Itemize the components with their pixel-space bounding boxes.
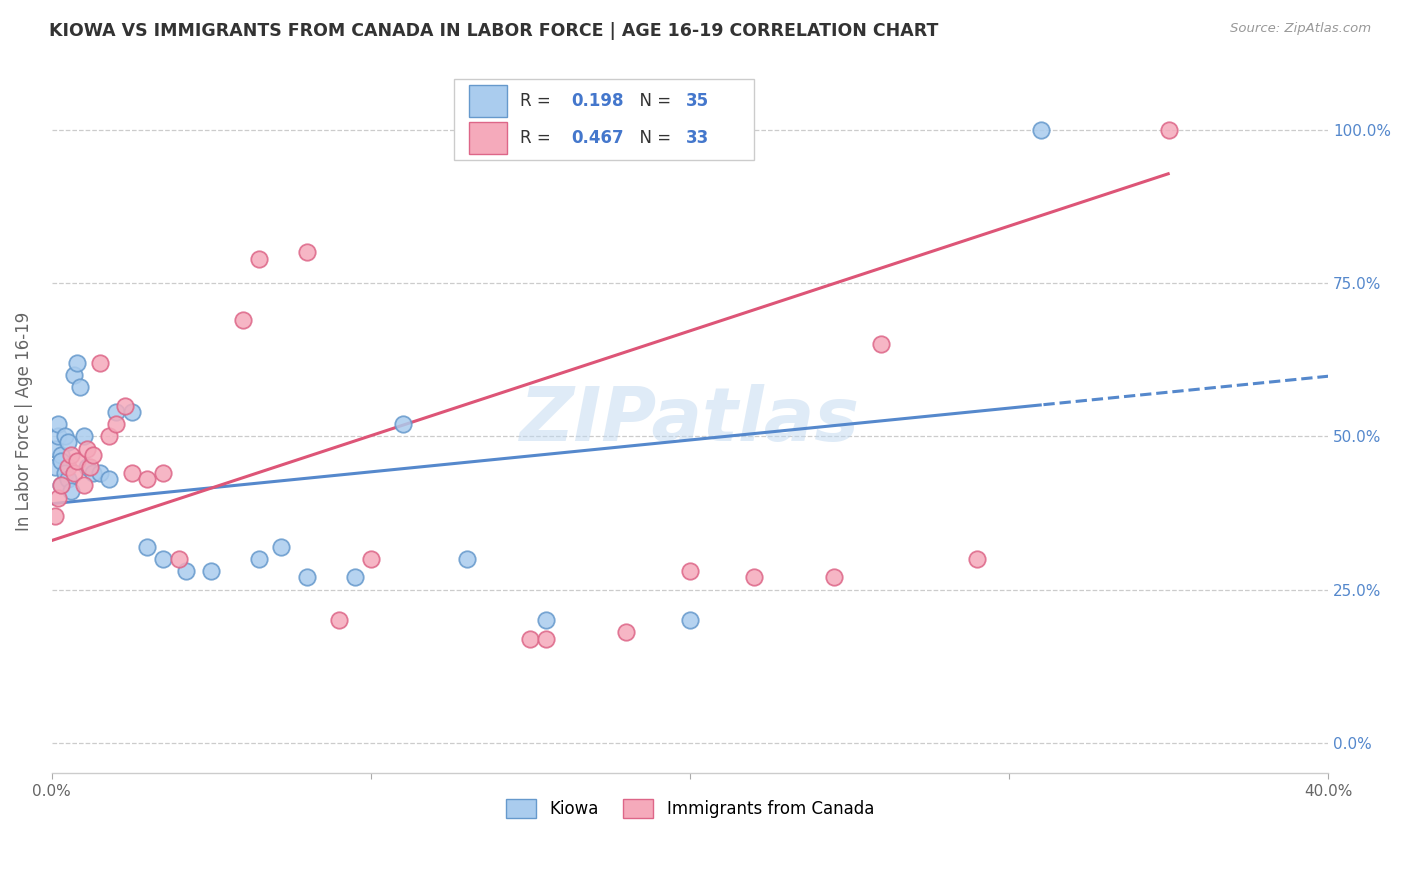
Text: 0.198: 0.198 <box>571 92 624 110</box>
Point <box>870 337 893 351</box>
Point <box>51 448 73 462</box>
Point <box>63 466 86 480</box>
Point <box>66 454 89 468</box>
Point <box>56 459 79 474</box>
Point <box>295 570 318 584</box>
Point <box>270 540 292 554</box>
Point <box>536 613 558 627</box>
Point <box>114 399 136 413</box>
Point <box>46 429 69 443</box>
Text: 33: 33 <box>686 129 710 147</box>
Point <box>679 564 702 578</box>
Point <box>82 466 104 480</box>
Point <box>76 442 98 456</box>
Point <box>73 429 96 443</box>
Point <box>1157 123 1180 137</box>
Point <box>104 417 127 431</box>
Point <box>823 570 845 584</box>
Point <box>136 540 159 554</box>
Point <box>79 459 101 474</box>
Point <box>73 478 96 492</box>
Point <box>200 564 222 578</box>
Point <box>82 448 104 462</box>
Point <box>59 448 82 462</box>
Legend: Kiowa, Immigrants from Canada: Kiowa, Immigrants from Canada <box>499 792 880 825</box>
Point <box>295 245 318 260</box>
Point <box>56 435 79 450</box>
Point <box>53 429 76 443</box>
Point <box>53 466 76 480</box>
Point <box>519 632 541 646</box>
Point <box>536 632 558 646</box>
Point <box>69 380 91 394</box>
Point <box>152 466 174 480</box>
Point <box>104 405 127 419</box>
Point <box>44 459 66 474</box>
Point <box>174 564 197 578</box>
Y-axis label: In Labor Force | Age 16-19: In Labor Force | Age 16-19 <box>15 311 32 531</box>
Text: 0.467: 0.467 <box>571 129 624 147</box>
Point <box>247 252 270 266</box>
Point <box>63 368 86 382</box>
Point <box>51 478 73 492</box>
Text: Source: ZipAtlas.com: Source: ZipAtlas.com <box>1230 22 1371 36</box>
Text: 35: 35 <box>686 92 709 110</box>
Point <box>56 472 79 486</box>
Text: KIOWA VS IMMIGRANTS FROM CANADA IN LABOR FORCE | AGE 16-19 CORRELATION CHART: KIOWA VS IMMIGRANTS FROM CANADA IN LABOR… <box>49 22 939 40</box>
Point <box>328 613 350 627</box>
Point <box>121 466 143 480</box>
Point <box>44 442 66 456</box>
Point <box>343 570 366 584</box>
Point <box>456 552 478 566</box>
Text: ZIPatlas: ZIPatlas <box>520 384 860 458</box>
Point <box>46 417 69 431</box>
Point <box>46 491 69 505</box>
Point <box>89 356 111 370</box>
Point <box>44 508 66 523</box>
Point <box>66 356 89 370</box>
Point <box>679 613 702 627</box>
Point <box>136 472 159 486</box>
Point <box>152 552 174 566</box>
FancyBboxPatch shape <box>470 85 508 117</box>
Point <box>742 570 765 584</box>
Point <box>1029 123 1052 137</box>
FancyBboxPatch shape <box>454 79 754 161</box>
FancyBboxPatch shape <box>470 122 508 154</box>
Text: R =: R = <box>520 92 557 110</box>
Point <box>247 552 270 566</box>
Point <box>121 405 143 419</box>
Point <box>51 478 73 492</box>
Point <box>76 459 98 474</box>
Point <box>98 429 121 443</box>
Point <box>51 454 73 468</box>
Point <box>59 484 82 499</box>
Text: N =: N = <box>628 92 676 110</box>
Text: N =: N = <box>628 129 676 147</box>
Point <box>360 552 382 566</box>
Point <box>614 625 637 640</box>
Point <box>966 552 988 566</box>
Point <box>232 313 254 327</box>
Point <box>89 466 111 480</box>
Point <box>98 472 121 486</box>
Point <box>391 417 413 431</box>
Point <box>169 552 191 566</box>
Text: R =: R = <box>520 129 557 147</box>
